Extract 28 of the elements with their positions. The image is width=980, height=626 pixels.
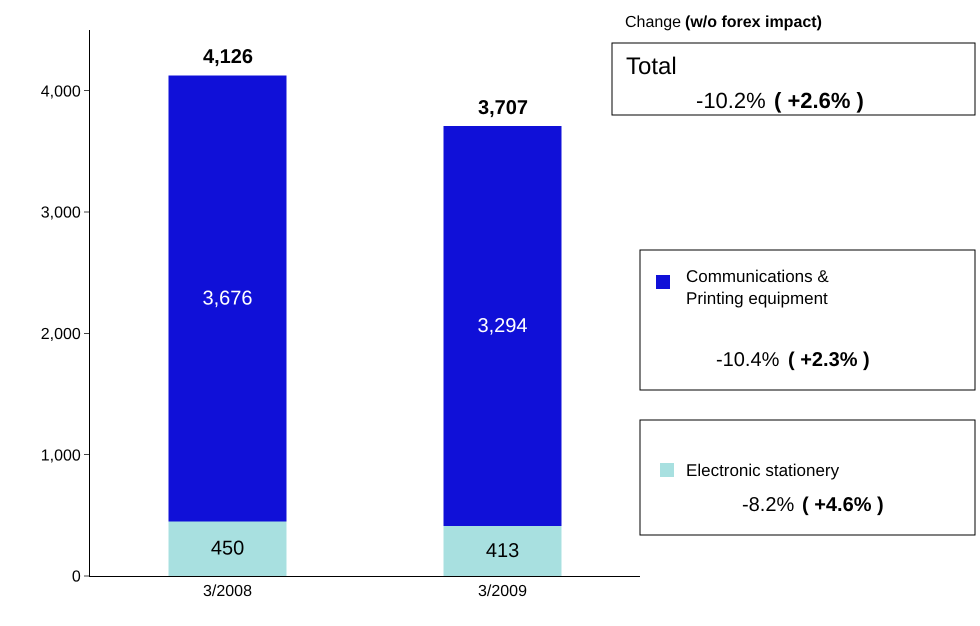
text: -8.2% — [742, 494, 794, 516]
data-label: 3,294 — [477, 315, 528, 338]
bar — [168, 75, 287, 522]
text: ( +2.3% ) — [788, 349, 870, 371]
text: -10.4% — [716, 349, 780, 371]
total-label: 4,126 — [203, 46, 254, 68]
legend-label: Communications & Printing equipment — [686, 267, 830, 308]
y-tick-label: 3,000 — [40, 204, 81, 222]
bar — [443, 126, 562, 526]
annotation: Total — [626, 53, 677, 80]
data-label: 450 — [210, 538, 244, 560]
x-tick-label: 3/2008 — [203, 583, 252, 600]
text: -10.2% — [696, 88, 766, 113]
text: ( +2.6% ) — [774, 88, 864, 113]
x-tick-label: 3/2009 — [478, 583, 528, 600]
bar — [168, 521, 287, 576]
y-tick-label: 0 — [72, 568, 81, 586]
legend-label: Electronic stationery — [686, 461, 840, 480]
y-tick-label: 1,000 — [40, 447, 81, 464]
bar — [443, 526, 562, 576]
total-label: 3,707 — [478, 97, 528, 119]
text: ( +4.6% ) — [802, 494, 884, 516]
annotation: Change — [625, 14, 682, 31]
y-tick-label: 2,000 — [40, 326, 81, 343]
y-tick-label: 4,000 — [40, 83, 81, 100]
data-label: 413 — [486, 540, 520, 562]
text: (w/o forex impact) — [685, 14, 822, 31]
data-label: 3,676 — [202, 287, 253, 310]
